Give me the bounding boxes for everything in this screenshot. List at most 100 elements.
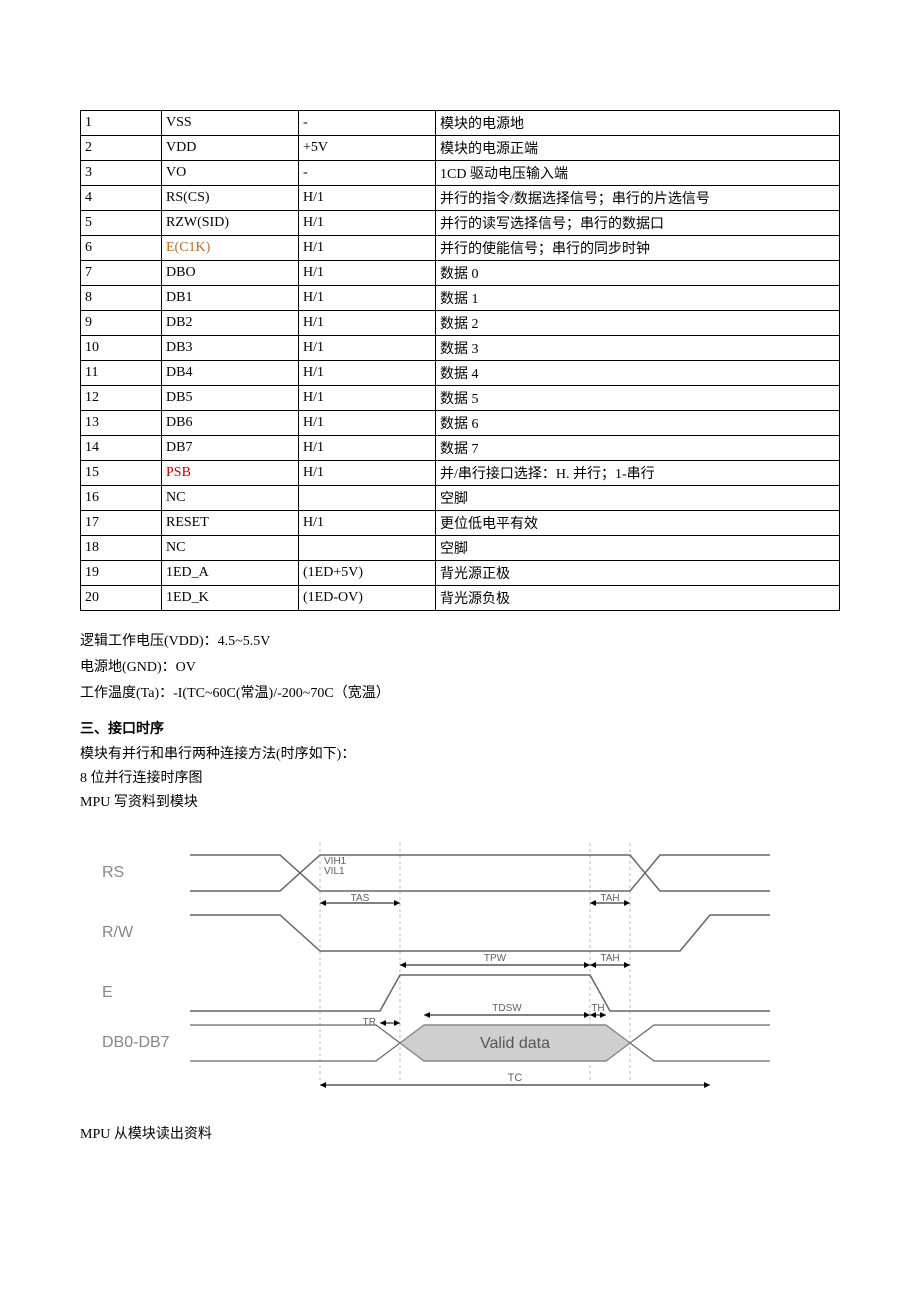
table-cell: H/1 bbox=[299, 286, 436, 311]
table-cell: NC bbox=[162, 536, 299, 561]
svg-text:TPW: TPW bbox=[484, 953, 507, 964]
table-cell: 模块的电源地 bbox=[436, 111, 840, 136]
svg-text:TAS: TAS bbox=[351, 893, 370, 904]
table-cell: - bbox=[299, 111, 436, 136]
table-cell: 6 bbox=[81, 236, 162, 261]
table-cell: 数据 2 bbox=[436, 311, 840, 336]
pin-table: 1VSS-模块的电源地2VDD+5V模块的电源正端3VO-1CD 驱动电压输入端… bbox=[80, 110, 840, 611]
table-cell: H/1 bbox=[299, 461, 436, 486]
table-cell: 10 bbox=[81, 336, 162, 361]
table-cell: H/1 bbox=[299, 386, 436, 411]
table-cell: 1ED_A bbox=[162, 561, 299, 586]
table-row: 17RESETH/1更位低电平有效 bbox=[81, 511, 840, 536]
table-cell: 18 bbox=[81, 536, 162, 561]
table-cell: 背光源正极 bbox=[436, 561, 840, 586]
table-cell: VO bbox=[162, 161, 299, 186]
table-cell: DB6 bbox=[162, 411, 299, 436]
section3-line4: MPU 从模块读出资料 bbox=[80, 1123, 840, 1147]
table-cell: DB1 bbox=[162, 286, 299, 311]
svg-text:DB0-DB7: DB0-DB7 bbox=[102, 1034, 170, 1051]
table-cell bbox=[299, 486, 436, 511]
svg-text:TAH: TAH bbox=[600, 893, 619, 904]
table-row: 5RZW(SID)H/1并行的读写选择信号；串行的数据口 bbox=[81, 211, 840, 236]
table-cell: 2 bbox=[81, 136, 162, 161]
svg-text:TH: TH bbox=[591, 1003, 604, 1014]
table-cell: 7 bbox=[81, 261, 162, 286]
table-cell: DB4 bbox=[162, 361, 299, 386]
table-cell: 1ED_K bbox=[162, 586, 299, 611]
table-cell: (1ED-OV) bbox=[299, 586, 436, 611]
table-cell: 数据 3 bbox=[436, 336, 840, 361]
table-cell: VSS bbox=[162, 111, 299, 136]
table-cell: 11 bbox=[81, 361, 162, 386]
section3-line3: MPU 写资料到模块 bbox=[80, 791, 840, 815]
table-row: 12DB5H/1数据 5 bbox=[81, 386, 840, 411]
spec-gnd: 电源地(GND)：OV bbox=[80, 655, 840, 681]
table-cell: H/1 bbox=[299, 336, 436, 361]
table-cell: RESET bbox=[162, 511, 299, 536]
table-cell: 9 bbox=[81, 311, 162, 336]
table-row: 2VDD+5V模块的电源正端 bbox=[81, 136, 840, 161]
table-cell: H/1 bbox=[299, 236, 436, 261]
table-cell: 并行的读写选择信号；串行的数据口 bbox=[436, 211, 840, 236]
table-row: 8DB1H/1数据 1 bbox=[81, 286, 840, 311]
table-cell: 模块的电源正端 bbox=[436, 136, 840, 161]
table-cell: 数据 1 bbox=[436, 286, 840, 311]
table-row: 1VSS-模块的电源地 bbox=[81, 111, 840, 136]
table-row: 11DB4H/1数据 4 bbox=[81, 361, 840, 386]
table-cell: NC bbox=[162, 486, 299, 511]
table-cell: RZW(SID) bbox=[162, 211, 299, 236]
table-cell: E(C1K) bbox=[162, 236, 299, 261]
table-row: 6E(C1K)H/1并行的使能信号；串行的同步时钟 bbox=[81, 236, 840, 261]
table-cell: 1 bbox=[81, 111, 162, 136]
table-cell: 13 bbox=[81, 411, 162, 436]
table-cell: 数据 0 bbox=[436, 261, 840, 286]
table-cell bbox=[299, 536, 436, 561]
table-cell: 1CD 驱动电压输入端 bbox=[436, 161, 840, 186]
section3-title: 三、接口时序 bbox=[80, 717, 840, 743]
table-cell: DB7 bbox=[162, 436, 299, 461]
table-cell: H/1 bbox=[299, 511, 436, 536]
spec-ta: 工作温度(Ta)：-I(TC~60C(常温)/-200~70C（宽温） bbox=[80, 681, 840, 707]
table-cell: DBO bbox=[162, 261, 299, 286]
table-cell: 数据 4 bbox=[436, 361, 840, 386]
table-row: 191ED_A (1ED+5V)背光源正极 bbox=[81, 561, 840, 586]
table-row: 201ED_K (1ED-OV)背光源负极 bbox=[81, 586, 840, 611]
table-cell: 数据 6 bbox=[436, 411, 840, 436]
table-cell: DB2 bbox=[162, 311, 299, 336]
table-cell: 20 bbox=[81, 586, 162, 611]
table-row: 13DB6H/1数据 6 bbox=[81, 411, 840, 436]
table-cell: (1ED+5V) bbox=[299, 561, 436, 586]
svg-text:TAH: TAH bbox=[600, 953, 619, 964]
table-cell: VDD bbox=[162, 136, 299, 161]
table-cell: 12 bbox=[81, 386, 162, 411]
table-cell: 17 bbox=[81, 511, 162, 536]
section3-line1: 模块有并行和串行两种连接方法(时序如下)： bbox=[80, 743, 840, 767]
table-cell: H/1 bbox=[299, 436, 436, 461]
table-cell: 4 bbox=[81, 186, 162, 211]
table-row: 10DB3H/1数据 3 bbox=[81, 336, 840, 361]
table-cell: 8 bbox=[81, 286, 162, 311]
table-row: 14DB7H/1数据 7 bbox=[81, 436, 840, 461]
table-cell: +5V bbox=[299, 136, 436, 161]
table-cell: H/1 bbox=[299, 261, 436, 286]
table-cell: - bbox=[299, 161, 436, 186]
table-cell: 更位低电平有效 bbox=[436, 511, 840, 536]
table-cell: 空脚 bbox=[436, 486, 840, 511]
table-row: 4RS(CS)H/1并行的指令/数据选择信号；串行的片选信号 bbox=[81, 186, 840, 211]
svg-text:TC: TC bbox=[508, 1072, 523, 1084]
svg-text:VIL1: VIL1 bbox=[324, 866, 345, 877]
table-cell: 数据 7 bbox=[436, 436, 840, 461]
table-cell: DB5 bbox=[162, 386, 299, 411]
table-cell: H/1 bbox=[299, 411, 436, 436]
svg-text:RS: RS bbox=[102, 864, 124, 881]
table-cell: 并行的指令/数据选择信号；串行的片选信号 bbox=[436, 186, 840, 211]
table-cell: 15 bbox=[81, 461, 162, 486]
svg-text:TDSW: TDSW bbox=[492, 1003, 522, 1014]
table-cell: 空脚 bbox=[436, 536, 840, 561]
table-cell: H/1 bbox=[299, 361, 436, 386]
table-cell: 19 bbox=[81, 561, 162, 586]
svg-text:R/W: R/W bbox=[102, 924, 134, 941]
timing-diagram-write: RSR/WEDB0-DB7VIH1VIL1Valid dataTASTAHTPW… bbox=[90, 833, 790, 1113]
section3-line2: 8 位并行连接时序图 bbox=[80, 767, 840, 791]
